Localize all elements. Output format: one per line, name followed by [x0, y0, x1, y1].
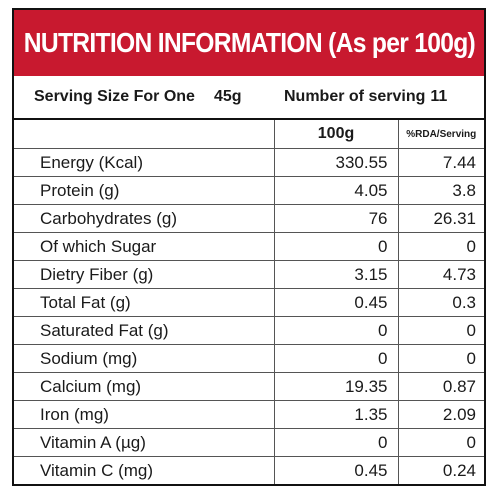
nutrient-name: Total Fat (g): [14, 288, 275, 317]
value-per-100g: 3.15: [273, 260, 399, 289]
serving-info: Serving Size For One 45g Number of servi…: [14, 76, 484, 120]
table-row: Of which Sugar 0 0: [14, 232, 484, 261]
serving-size-label: Serving Size For One: [34, 88, 195, 105]
nutrition-label: NUTRITION INFORMATION (As per 100g) Serv…: [12, 8, 486, 486]
value-rda: 3.8: [397, 176, 484, 205]
table-row: Carbohydrates (g) 76 26.31: [14, 204, 484, 233]
value-per-100g: 0: [273, 428, 399, 457]
nutrient-name: Dietry Fiber (g): [14, 260, 275, 289]
value-rda: 4.73: [397, 260, 484, 289]
nutrition-table: 100g %RDA/Serving Energy (Kcal) 330.55 7.4…: [14, 120, 484, 484]
nutrient-name: Carbohydrates (g): [14, 204, 275, 233]
value-rda: 0: [397, 428, 484, 457]
column-header-nutrient: [14, 120, 275, 149]
nutrient-name: Iron (mg): [14, 400, 275, 429]
header-title: NUTRITION INFORMATION (As per 100g): [23, 27, 475, 58]
serving-size-value: 45g: [214, 88, 242, 105]
table-row: Saturated Fat (g) 0 0: [14, 316, 484, 345]
value-rda: 7.44: [397, 148, 484, 177]
value-rda: 26.31: [397, 204, 484, 233]
value-per-100g: 19.35: [273, 372, 399, 401]
value-per-100g: 0: [273, 232, 399, 261]
nutrient-name: Of which Sugar: [14, 232, 275, 261]
table-row: Vitamin C (mg) 0.45 0.24: [14, 456, 484, 484]
value-rda: 0: [397, 344, 484, 373]
value-rda: 0: [397, 232, 484, 261]
value-per-100g: 76: [273, 204, 399, 233]
nutrient-name: Sodium (mg): [14, 344, 275, 373]
value-rda: 0: [397, 316, 484, 345]
value-per-100g: 0.45: [273, 456, 399, 484]
value-per-100g: 1.35: [273, 400, 399, 429]
nutrient-name: Protein (g): [14, 176, 275, 205]
value-per-100g: 0: [273, 316, 399, 345]
table-row: Vitamin A (µg) 0 0: [14, 428, 484, 457]
value-rda: 0.3: [397, 288, 484, 317]
value-rda: 0.87: [397, 372, 484, 401]
value-per-100g: 330.55: [273, 148, 399, 177]
value-per-100g: 0.45: [273, 288, 399, 317]
nutrition-header: NUTRITION INFORMATION (As per 100g): [14, 10, 484, 76]
nutrient-name: Energy (Kcal): [14, 148, 275, 177]
value-rda: 0.24: [397, 456, 484, 484]
nutrient-name: Vitamin C (mg): [14, 456, 275, 484]
nutrient-name: Saturated Fat (g): [14, 316, 275, 345]
serving-count-value: 11: [430, 88, 448, 105]
table-row: Iron (mg) 1.35 2.09: [14, 400, 484, 429]
value-rda: 2.09: [397, 400, 484, 429]
table-row: Dietry Fiber (g) 3.15 4.73: [14, 260, 484, 289]
nutrient-name: Calcium (mg): [14, 372, 275, 401]
table-row: Energy (Kcal) 330.55 7.44: [14, 148, 484, 177]
table-header-row: 100g %RDA/Serving: [14, 120, 484, 149]
table-row: Protein (g) 4.05 3.8: [14, 176, 484, 205]
value-per-100g: 4.05: [273, 176, 399, 205]
value-per-100g: 0: [273, 344, 399, 373]
column-header-100g: 100g: [273, 120, 399, 149]
serving-count-label: Number of serving: [284, 88, 426, 105]
table-row: Calcium (mg) 19.35 0.87: [14, 372, 484, 401]
column-header-rda: %RDA/Serving: [397, 120, 484, 149]
table-row: Total Fat (g) 0.45 0.3: [14, 288, 484, 317]
nutrient-name: Vitamin A (µg): [14, 428, 275, 457]
table-row: Sodium (mg) 0 0: [14, 344, 484, 373]
